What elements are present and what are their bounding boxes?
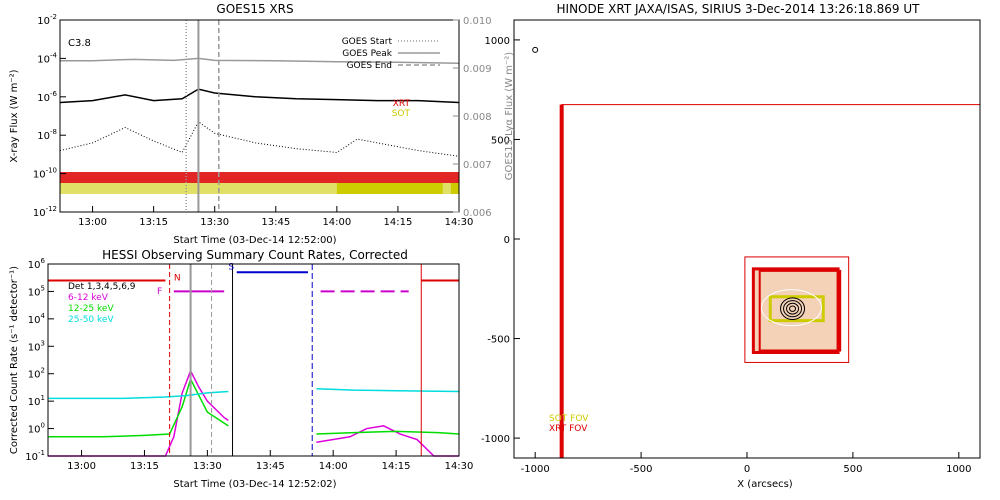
hessi-frame: [47, 263, 460, 457]
hessi-title: HESSI Observing Summary Count Rates, Cor…: [102, 248, 408, 262]
hessi-xtick-label: 13:45: [256, 461, 285, 472]
xrt-xtick-label: -1000: [521, 464, 550, 475]
goes-ytick-label: 10-4: [37, 51, 57, 65]
xrt-legend-entry: XRT FOV: [549, 424, 588, 434]
hessi-ytick-label: 104: [28, 312, 46, 326]
xrt-image-frame: [751, 267, 840, 354]
goes-ytick-right-label: 0.007: [463, 160, 492, 171]
hessi-ytick-label: 106: [28, 257, 46, 271]
hessi-series-2: [316, 388, 460, 393]
goes-ytick-label: 10-6: [37, 90, 57, 104]
hessi-ylabel: Corrected Count Rate (s⁻¹ detector⁻¹): [9, 266, 20, 454]
xrt-xtick-label: 1000: [946, 464, 971, 475]
goes-legend-label: GOES End: [347, 61, 392, 71]
hessi-flag-letter: F: [157, 287, 162, 297]
goes-xtick-label: 13:30: [200, 217, 229, 228]
goes-ytick-label: 10-10: [33, 167, 57, 181]
goes-ylabel-right: GOES15 Lyα Flux (W m⁻²): [504, 52, 515, 180]
xrt-xtick-label: 500: [843, 464, 862, 475]
hessi-legend-title: Det 1,3,4,5,6,9: [68, 282, 136, 292]
hessi-flag-letter: N: [174, 273, 181, 283]
hessi-xtick-label: 13:30: [193, 461, 222, 472]
xrt-ytick-label: 1000: [485, 36, 510, 47]
hessi-flag-letter: S: [228, 262, 234, 272]
xrt-ytick-label: -1000: [481, 434, 510, 445]
flare-class-label: C3.8: [68, 38, 91, 49]
xrt-xtick-label: 0: [744, 464, 750, 475]
hessi-legend-entry: 12-25 keV: [68, 304, 114, 314]
goes-ytick-right-label: 0.009: [463, 64, 492, 75]
goes-xtick-label: 13:00: [78, 217, 107, 228]
xrt-fov-small: [744, 256, 850, 363]
xrt-frame: [513, 19, 981, 459]
sot-dense-coverage: [450, 183, 459, 194]
goes-ytick-right-label: 0.008: [463, 112, 492, 123]
goes-ytick-label: 10-2: [37, 13, 57, 27]
hessi-xtick-label: 14:30: [445, 461, 474, 472]
hessi-series-1: [48, 377, 229, 438]
goes-series-0: [59, 88, 460, 104]
xrt-ytick-label: 0: [504, 235, 510, 246]
black-contour: [783, 300, 803, 318]
hessi-legend-entry: 25-50 keV: [68, 315, 114, 325]
hessi-ytick-label: 105: [28, 284, 45, 298]
goes-series-2: [60, 57, 460, 64]
xrt-ytick-label: 500: [491, 135, 510, 146]
xrt-coverage-bar: [60, 172, 459, 183]
black-contour: [780, 297, 806, 320]
black-contour: [786, 302, 800, 315]
black-contour: [789, 305, 797, 312]
hessi-ytick-label: 101: [28, 394, 45, 408]
xrt-image-patch: [753, 268, 839, 353]
hessi-series-1: [316, 430, 460, 435]
xrt-image-frame: [758, 269, 842, 352]
goes-xtick-label: 13:45: [261, 217, 290, 228]
goes-legend-label: GOES Peak: [342, 49, 392, 59]
hessi-series-0: [316, 425, 459, 457]
hessi-ytick-label: 10-1: [25, 449, 45, 463]
goes-ytick-right-label: 0.006: [463, 208, 492, 219]
goes-ylabel: X-ray Flux (W m⁻²): [9, 69, 20, 162]
goes-xlabel: Start Time (03-Dec-14 12:52:00): [173, 235, 336, 246]
hessi-xtick-label: 13:00: [67, 461, 96, 472]
goes-bar-label: XRT: [393, 99, 411, 109]
sot-dense-coverage: [336, 183, 443, 194]
hessi-xtick-label: 13:15: [130, 461, 159, 472]
hessi-ytick-label: 102: [28, 367, 45, 381]
goes-xtick-label: 14:00: [322, 217, 351, 228]
goes-bar-label: SOT: [392, 109, 411, 119]
goes-ytick-label: 10-12: [33, 205, 57, 219]
hessi-xlabel: Start Time (03-Dec-14 12:52:02): [173, 479, 336, 490]
goes-xtick-label: 13:15: [139, 217, 168, 228]
hessi-series-2: [48, 390, 229, 400]
xrt-legend-entry: SOT FOV: [549, 414, 589, 424]
marker-circle: [532, 46, 539, 53]
xrt-xlabel: X (arcsecs): [737, 479, 793, 490]
hessi-xtick-label: 14:00: [319, 461, 348, 472]
xrt-ytick-label: -500: [487, 335, 510, 346]
hessi-xtick-label: 14:15: [382, 461, 411, 472]
goes-xtick-label: 14:30: [445, 217, 474, 228]
white-contour: [760, 289, 822, 327]
hessi-ytick-label: 103: [28, 339, 45, 353]
goes-legend-label: GOES Start: [342, 37, 393, 47]
goes-xtick-label: 14:15: [384, 217, 413, 228]
sot-coverage-bar: [60, 183, 459, 194]
goes-ytick-label: 10-8: [37, 128, 57, 142]
goes-ytick-right-label: 0.010: [463, 16, 492, 27]
xrt-xtick-label: -500: [630, 464, 653, 475]
goes-series-1: [59, 121, 460, 157]
hessi-ytick-label: 100: [28, 422, 45, 436]
xrt-title: HINODE XRT JAXA/ISAS, SIRIUS 3-Dec-2014 …: [557, 2, 921, 16]
hessi-series-0: [48, 369, 229, 457]
hessi-legend-entry: 6-12 keV: [68, 293, 109, 303]
goes-title: GOES15 XRS: [216, 2, 293, 16]
sot-fov: [768, 295, 825, 323]
